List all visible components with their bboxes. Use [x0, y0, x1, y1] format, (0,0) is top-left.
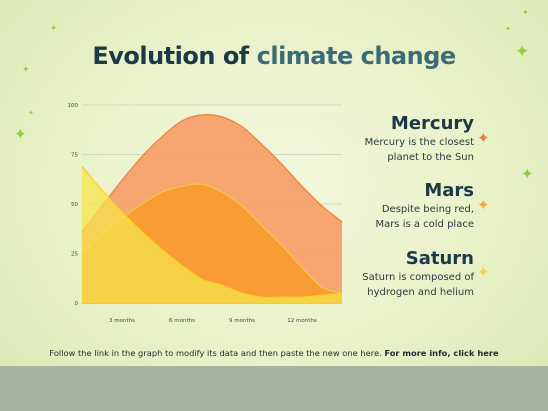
footer-text: Follow the link in the graph to modify i…	[49, 348, 385, 358]
more-info-link[interactable]: For more info, click here	[384, 348, 499, 358]
sparkle-icon: ✦	[50, 24, 58, 34]
slide-title: Evolution of climate change	[0, 42, 548, 70]
sparkle-icon: ✦	[522, 8, 529, 17]
series-area	[82, 166, 342, 303]
sparkle-icon: ✦	[28, 109, 34, 117]
sparkle-icon: ✦	[505, 25, 511, 33]
legend-desc-line2: hydrogen and helium	[367, 287, 474, 298]
four-point-star-icon: ✦	[477, 196, 490, 214]
legend-name: Mars	[424, 180, 474, 201]
sparkle-icon: ✦	[515, 42, 530, 62]
x-tick-label: 3 months	[109, 318, 135, 324]
title-part-1: Evolution of	[92, 42, 249, 70]
bottom-band	[0, 366, 548, 411]
sparkle-icon: ✦	[22, 65, 30, 75]
legend-name: Saturn	[405, 248, 474, 269]
y-tick-label: 50	[71, 202, 78, 208]
legend-desc-line1: Mercury is the closest	[364, 137, 474, 148]
legend-desc-line2: Mars is a cold place	[375, 219, 474, 230]
sparkle-icon: ✦	[14, 125, 27, 143]
x-tick-label: 9 months	[229, 318, 255, 324]
series-line	[81, 165, 343, 298]
y-tick-label: 100	[68, 103, 79, 109]
x-tick-label: 12 months	[287, 318, 317, 324]
legend-item-mercury: Mercury Mercury is the closest planet to…	[365, 114, 474, 164]
title-part-2: climate change	[256, 42, 457, 70]
four-point-star-icon: ✦	[477, 263, 490, 281]
legend-name: Mercury	[390, 113, 474, 134]
legend-item-saturn: Saturn Saturn is composed of hydrogen an…	[362, 249, 474, 299]
x-tick-label: 6 months	[169, 318, 195, 324]
sparkle-icon: ✦	[521, 165, 534, 183]
y-tick-label: 25	[71, 252, 78, 258]
legend-desc-line2: planet to the Sun	[387, 152, 474, 163]
y-tick-label: 0	[75, 301, 79, 307]
series-line	[81, 114, 343, 233]
legend-desc-line1: Despite being red,	[381, 204, 474, 215]
legend-desc-line1: Saturn is composed of	[362, 272, 474, 283]
legend-item-mars: Mars Despite being red, Mars is a cold p…	[375, 181, 474, 231]
four-point-star-icon: ✦	[477, 129, 490, 147]
y-tick-label: 75	[71, 153, 78, 159]
footer-note: Follow the link in the graph to modify i…	[0, 348, 548, 358]
